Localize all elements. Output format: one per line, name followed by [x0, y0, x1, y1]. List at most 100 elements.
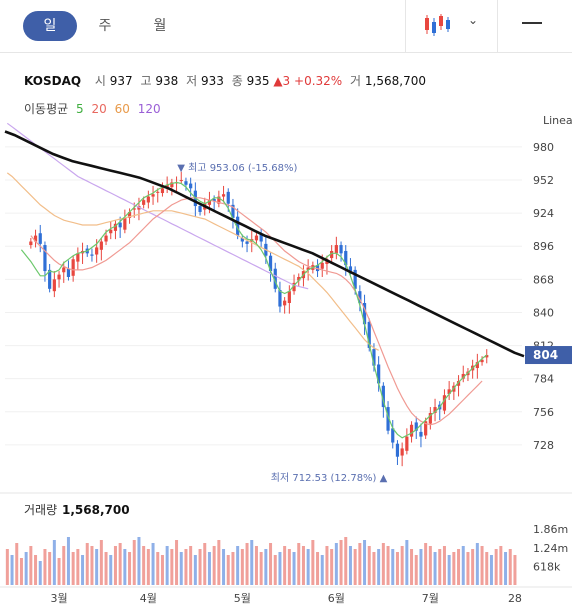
candle [334, 245, 338, 254]
candle [485, 355, 489, 358]
volume-panel-value: 1,568,700 [62, 503, 130, 517]
candle [212, 198, 216, 202]
volume-bar [95, 549, 99, 585]
volume-bar [442, 546, 446, 585]
candle [179, 180, 183, 182]
candle [29, 241, 33, 246]
volume-bar [471, 549, 475, 585]
candle [372, 349, 376, 366]
candle [221, 194, 226, 197]
current-price-tag [525, 346, 572, 365]
tab-month[interactable]: 월 [153, 18, 167, 34]
candle [377, 364, 381, 384]
candle [165, 184, 169, 188]
candle [405, 436, 409, 451]
volume-bar [269, 543, 273, 585]
volume-panel-label: 거래량 [24, 503, 57, 517]
volume-bar [113, 546, 117, 585]
tab-week[interactable]: 주 [98, 18, 112, 34]
volume-bar [81, 555, 85, 585]
tab-day[interactable]: 일 [23, 11, 77, 41]
candle [297, 276, 301, 281]
index-name: KOSDAQ [24, 74, 82, 88]
y-tick-label: 840 [533, 306, 554, 319]
scale-label: Linea [543, 114, 572, 127]
candle [71, 259, 75, 276]
volume-bar [222, 549, 226, 585]
candle [433, 407, 437, 413]
volume-bar [212, 546, 216, 585]
volume-bar [85, 543, 89, 585]
volume-bar [254, 546, 258, 585]
volume-bar [287, 549, 291, 585]
candle [339, 245, 343, 254]
candle [123, 217, 127, 230]
candlestick-chart-type-icon[interactable] [423, 12, 453, 38]
volume-bar [316, 552, 320, 585]
volume-tick-label: 618k [533, 560, 561, 573]
volume-bar [395, 552, 399, 585]
candle [306, 267, 310, 270]
quote-summary: KOSDAQ 시 937 고 938 저 933 종 935 ▲3 +0.32%… [24, 72, 426, 89]
volume-bar [452, 552, 456, 585]
y-tick-label: 924 [533, 207, 554, 220]
candle [38, 233, 42, 244]
volume-bar [475, 543, 479, 585]
candle [90, 254, 94, 256]
candle [254, 235, 259, 241]
candle [95, 247, 99, 255]
high-value: 938 [155, 74, 179, 88]
volume-bar [52, 540, 56, 585]
volume-bar [301, 546, 305, 585]
volume-bar [405, 540, 409, 585]
volume-bar [99, 540, 103, 585]
volume-label: 거 [350, 74, 362, 88]
volume-bar [414, 555, 418, 585]
x-tick-label: 6월 [328, 592, 345, 605]
y-tick-label: 728 [533, 439, 554, 452]
volume-bar [334, 543, 338, 585]
volume-bar [123, 549, 127, 585]
ma-legend-120: 120 [137, 102, 161, 116]
volume-bar [325, 546, 329, 585]
candle [207, 200, 212, 205]
volume-bar [311, 540, 315, 585]
volume-bar [240, 549, 244, 585]
ma60-line [6, 172, 379, 351]
volume-bar [146, 549, 150, 585]
volume-bar [419, 549, 423, 585]
low-label: 저 [186, 74, 198, 88]
volume-bar [104, 552, 108, 585]
volume-bar [62, 546, 66, 585]
candle [132, 208, 136, 210]
candle [353, 269, 357, 289]
volume-bar [372, 552, 376, 585]
volume-bar [377, 549, 381, 585]
candle [48, 269, 52, 289]
candle [113, 223, 118, 231]
candle [62, 267, 66, 273]
volume-bar [137, 537, 141, 585]
candle [66, 268, 71, 277]
low-value: 933 [200, 74, 224, 88]
volume-bar [381, 543, 385, 585]
volume-bar [363, 540, 367, 585]
chevron-down-icon[interactable]: ⌄ [468, 13, 479, 27]
ma-legend-5: 5 [76, 102, 84, 116]
y-tick-label: 980 [533, 141, 554, 154]
volume-bar [428, 546, 432, 585]
volume-bar [292, 552, 296, 585]
volume-bar [306, 549, 310, 585]
candle [344, 250, 348, 266]
candle [386, 407, 390, 431]
candle [226, 191, 230, 204]
volume-bar [43, 549, 47, 585]
volume-bar [128, 552, 132, 585]
volume-bar [438, 549, 442, 585]
y-tick-label: 952 [533, 174, 554, 187]
candle [409, 424, 414, 437]
candle [367, 321, 371, 348]
x-tick-label: 4월 [140, 592, 157, 605]
menu-icon[interactable] [522, 22, 542, 24]
